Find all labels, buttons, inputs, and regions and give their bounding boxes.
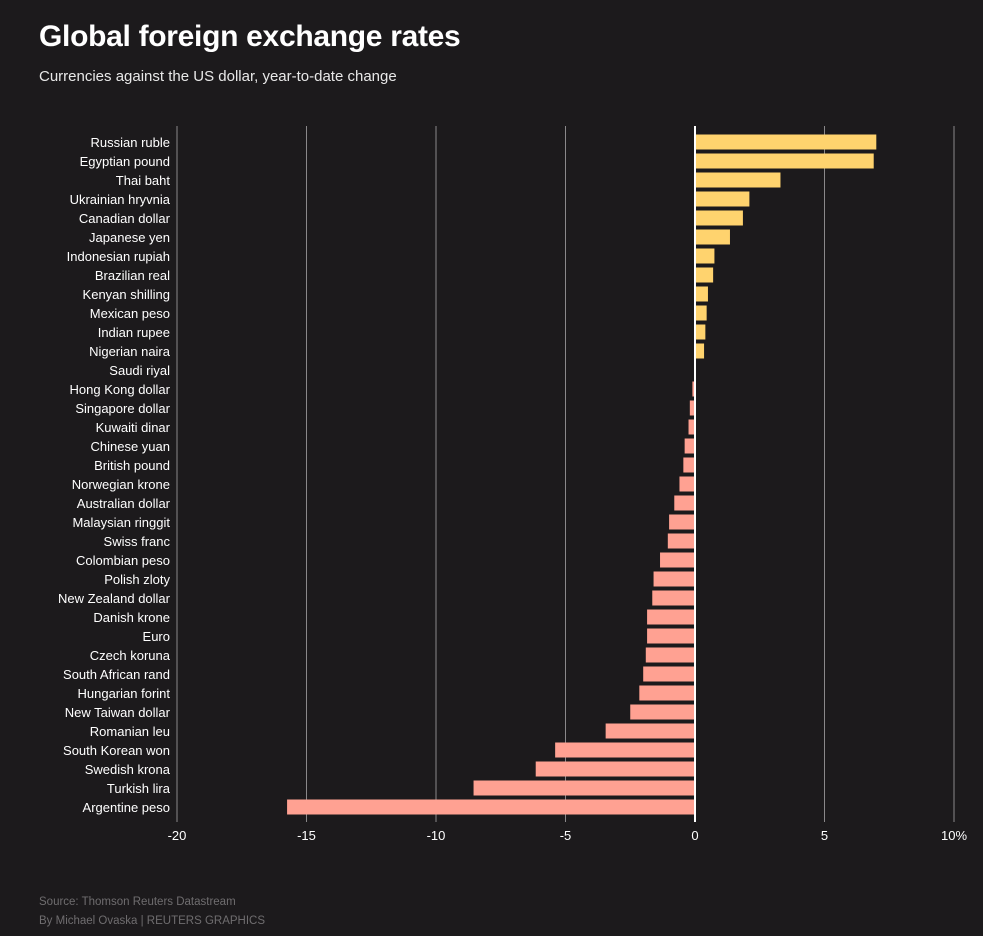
bar (695, 343, 705, 359)
category-label: Egyptian pound (80, 154, 170, 169)
category-label: Czech koruna (90, 648, 171, 663)
category-label: Malaysian ringgit (72, 515, 170, 530)
bar (695, 267, 714, 283)
category-label: Swedish krona (85, 762, 171, 777)
gridlines (176, 126, 955, 822)
category-label: South Korean won (63, 743, 170, 758)
bar (684, 438, 695, 454)
bar (695, 191, 750, 207)
category-label: Turkish lira (107, 781, 171, 796)
x-axis-tick-labels: -20 -15 -10 -5 0 5 10% (168, 828, 968, 843)
category-label: Hong Kong dollar (70, 382, 171, 397)
bar (473, 780, 695, 796)
category-label: Hungarian forint (78, 686, 171, 701)
bar (643, 666, 695, 682)
category-label: Danish krone (93, 610, 170, 625)
bar (653, 571, 695, 587)
category-label: Saudi riyal (109, 363, 170, 378)
bar (695, 172, 781, 188)
category-label: Indian rupee (98, 325, 170, 340)
category-label: Polish zloty (104, 572, 170, 587)
category-label: Euro (143, 629, 170, 644)
category-labels: Russian ruble Egyptian pound Thai baht Ukra… (58, 135, 171, 815)
category-label: Russian ruble (91, 135, 171, 150)
chart-subtitle: Currencies against the US dollar, year-t… (39, 68, 397, 85)
bar (535, 761, 695, 777)
x-tick-label: -10 (427, 828, 446, 843)
bar (695, 286, 708, 302)
category-label: Romanian leu (90, 724, 170, 739)
category-label: Swiss franc (104, 534, 171, 549)
category-label: Brazilian real (95, 268, 170, 283)
bar (645, 647, 695, 663)
bar (630, 704, 695, 720)
category-label: New Zealand dollar (58, 591, 171, 606)
bar (683, 457, 695, 473)
bar (695, 153, 874, 169)
bar-chart: Russian ruble Egyptian pound Thai baht Ukra… (58, 126, 968, 843)
bars (287, 134, 877, 815)
category-label: Norwegian krone (72, 477, 170, 492)
bar (555, 742, 695, 758)
bar (605, 723, 695, 739)
category-label: Kenyan shilling (83, 287, 170, 302)
category-label: Mexican peso (90, 306, 170, 321)
source-note: Source: Thomson Reuters Datastream (39, 896, 236, 908)
category-label: Ukrainian hryvnia (70, 192, 171, 207)
bar (647, 628, 695, 644)
category-label: New Taiwan dollar (65, 705, 171, 720)
bar (695, 229, 730, 245)
category-label: Thai baht (116, 173, 171, 188)
x-tick-label: 0 (691, 828, 698, 843)
bar (647, 609, 695, 625)
category-label: Nigerian naira (89, 344, 171, 359)
category-label: British pound (94, 458, 170, 473)
category-label: Chinese yuan (91, 439, 171, 454)
bar (679, 476, 695, 492)
bar (695, 248, 715, 264)
category-label: South African rand (63, 667, 170, 682)
bar (639, 685, 695, 701)
bar (688, 419, 695, 435)
category-label: Japanese yen (89, 230, 170, 245)
bar (287, 799, 695, 815)
chart-title: Global foreign exchange rates (39, 20, 461, 53)
category-label: Kuwaiti dinar (96, 420, 171, 435)
category-label: Canadian dollar (79, 211, 171, 226)
bar (692, 381, 695, 397)
category-label: Singapore dollar (75, 401, 170, 416)
bar (674, 495, 695, 511)
x-tick-label: -20 (168, 828, 187, 843)
byline: By Michael Ovaska | REUTERS GRAPHICS (39, 915, 266, 927)
x-tick-label: 10% (941, 828, 967, 843)
bar (695, 324, 706, 340)
bar (652, 590, 695, 606)
bar (695, 134, 877, 150)
x-tick-label: -5 (560, 828, 572, 843)
category-label: Australian dollar (77, 496, 171, 511)
bar (695, 210, 743, 226)
category-label: Argentine peso (83, 800, 170, 815)
x-tick-label: 5 (821, 828, 828, 843)
bar (667, 533, 695, 549)
bar (660, 552, 695, 568)
bar (695, 305, 707, 321)
bar (669, 514, 695, 530)
category-label: Colombian peso (76, 553, 170, 568)
category-label: Indonesian rupiah (67, 249, 170, 264)
bar (689, 400, 695, 416)
x-tick-label: -15 (297, 828, 316, 843)
